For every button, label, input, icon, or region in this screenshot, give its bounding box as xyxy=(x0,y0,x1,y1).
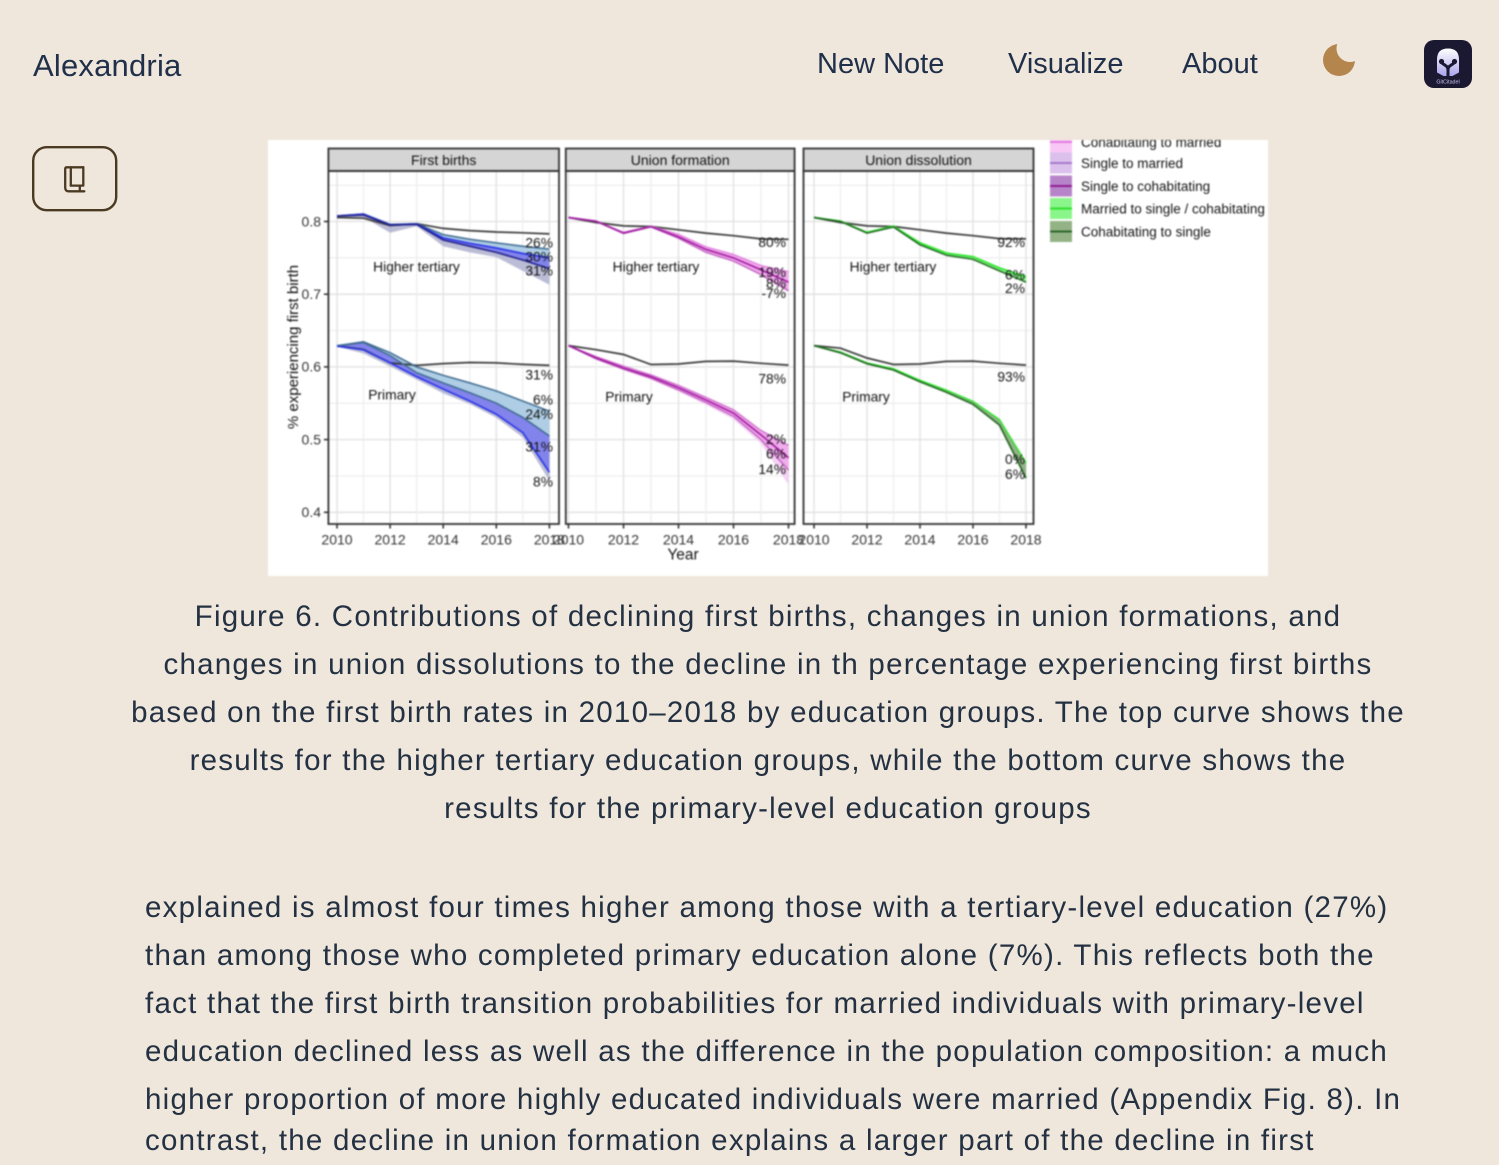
svg-text:6%: 6% xyxy=(1005,267,1025,282)
svg-text:78%: 78% xyxy=(758,371,786,386)
svg-text:30%: 30% xyxy=(525,249,553,264)
svg-text:2018: 2018 xyxy=(534,532,565,548)
svg-text:Year: Year xyxy=(667,547,698,564)
svg-text:Union formation: Union formation xyxy=(631,152,730,168)
svg-text:2%: 2% xyxy=(766,432,786,447)
svg-text:2014: 2014 xyxy=(663,532,694,548)
svg-text:19%: 19% xyxy=(758,265,786,280)
svg-text:92%: 92% xyxy=(997,235,1025,250)
svg-text:GitCitadel: GitCitadel xyxy=(1436,80,1459,86)
svg-text:% experiencing first birth: % experiencing first birth xyxy=(285,265,302,429)
svg-text:31%: 31% xyxy=(525,439,553,454)
svg-text:2018: 2018 xyxy=(1010,532,1041,548)
svg-text:14%: 14% xyxy=(758,462,786,477)
svg-text:-7%: -7% xyxy=(761,286,786,301)
svg-text:93%: 93% xyxy=(997,369,1025,384)
svg-text:2016: 2016 xyxy=(481,532,512,548)
svg-text:Higher tertiary: Higher tertiary xyxy=(373,260,460,275)
svg-text:2010: 2010 xyxy=(321,532,352,548)
svg-text:Higher tertiary: Higher tertiary xyxy=(613,260,700,275)
svg-text:Single to married: Single to married xyxy=(1081,156,1183,171)
svg-text:Primary: Primary xyxy=(368,388,416,403)
svg-text:31%: 31% xyxy=(525,367,553,382)
svg-text:2014: 2014 xyxy=(428,532,459,548)
svg-text:Married to single / cohabitati: Married to single / cohabitating xyxy=(1081,201,1265,216)
svg-text:2012: 2012 xyxy=(851,532,882,548)
svg-text:Single to cohabitating: Single to cohabitating xyxy=(1081,179,1210,194)
svg-text:8%: 8% xyxy=(533,474,553,489)
svg-text:24%: 24% xyxy=(525,407,553,422)
svg-text:2016: 2016 xyxy=(718,532,749,548)
svg-text:Primary: Primary xyxy=(842,390,890,405)
svg-text:2012: 2012 xyxy=(608,532,639,548)
svg-text:6%: 6% xyxy=(1005,467,1025,482)
svg-text:80%: 80% xyxy=(758,235,786,250)
svg-text:2018: 2018 xyxy=(773,532,804,548)
svg-text:Cohabitating to single: Cohabitating to single xyxy=(1081,224,1211,239)
svg-text:2012: 2012 xyxy=(375,532,406,548)
svg-text:First births: First births xyxy=(411,152,476,168)
svg-text:0%: 0% xyxy=(1005,452,1025,467)
svg-text:0.4: 0.4 xyxy=(302,504,322,520)
svg-text:6%: 6% xyxy=(533,392,553,407)
svg-text:0.8: 0.8 xyxy=(302,213,322,229)
svg-text:2%: 2% xyxy=(1005,281,1025,296)
svg-text:Primary: Primary xyxy=(605,390,653,405)
svg-text:Higher tertiary: Higher tertiary xyxy=(850,260,937,275)
svg-text:2010: 2010 xyxy=(798,532,829,548)
svg-text:0.7: 0.7 xyxy=(302,286,322,302)
svg-text:0.6: 0.6 xyxy=(302,359,322,375)
svg-text:2014: 2014 xyxy=(904,532,935,548)
svg-text:31%: 31% xyxy=(525,264,553,279)
svg-text:Union dissolution: Union dissolution xyxy=(865,152,972,168)
svg-text:26%: 26% xyxy=(525,236,553,251)
svg-text:0.5: 0.5 xyxy=(302,431,322,447)
svg-text:8%: 8% xyxy=(766,276,786,291)
svg-text:Cohabitating to married: Cohabitating to married xyxy=(1081,140,1221,150)
svg-text:2016: 2016 xyxy=(957,532,988,548)
svg-text:2010: 2010 xyxy=(553,532,584,548)
svg-text:6%: 6% xyxy=(766,446,786,461)
